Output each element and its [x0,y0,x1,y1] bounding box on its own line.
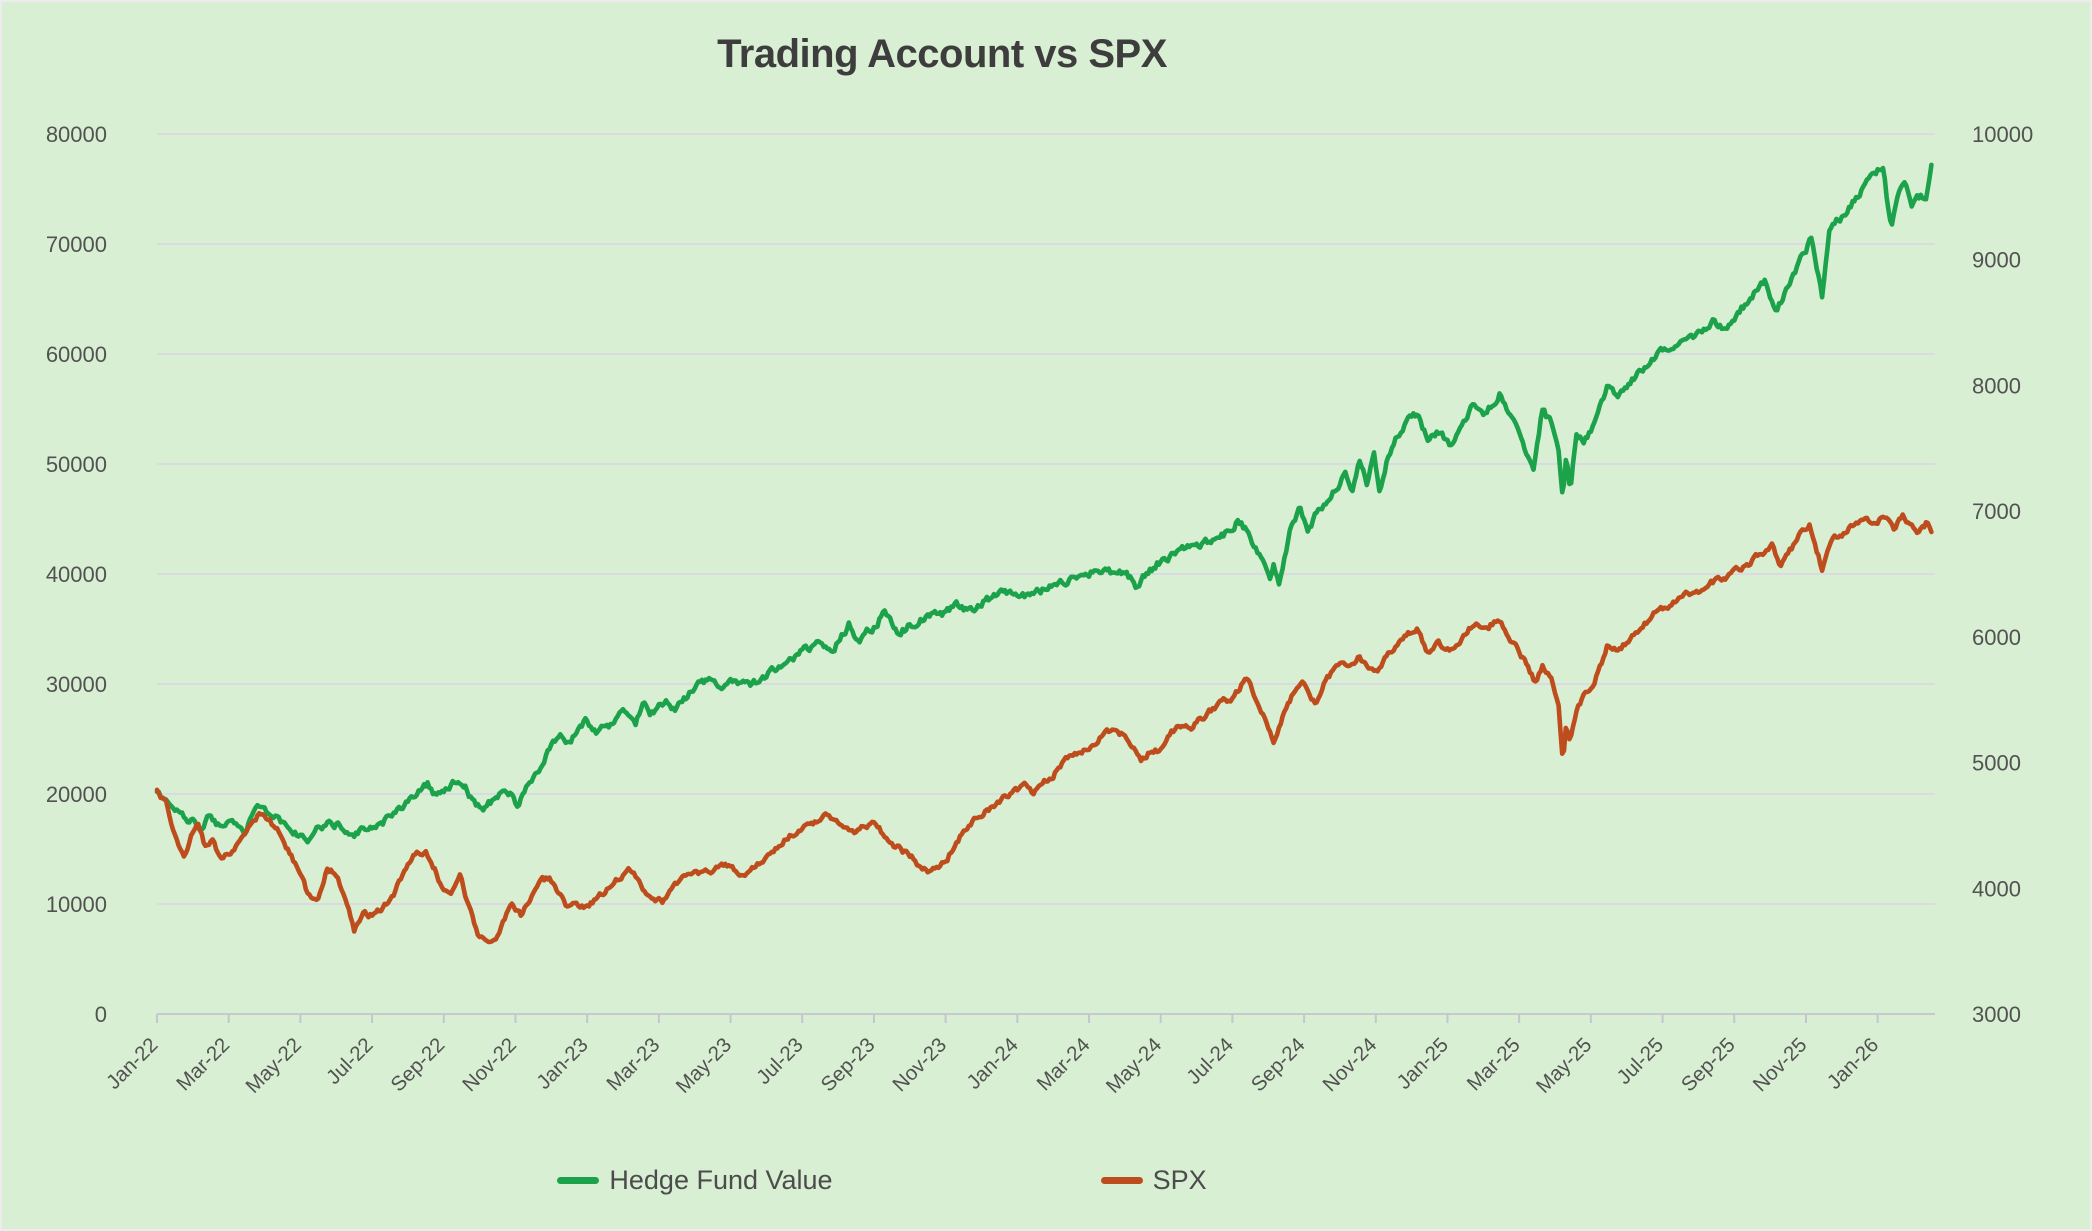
x-axis-label: Mar-25 [1463,1033,1525,1095]
x-axis-label: Sep-22 [386,1033,449,1096]
x-axis-label: Nov-23 [888,1033,951,1096]
y-axis-left-label: 80000 [46,122,107,147]
x-axis-label: Jan-24 [962,1033,1023,1094]
y-axis-right-label: 5000 [1972,751,2021,776]
legend: Hedge Fund Value SPX [2,1152,1762,1208]
legend-label-spx: SPX [1152,1164,1207,1195]
x-axis-label: May-24 [1102,1033,1167,1098]
y-axis-right-label: 3000 [1972,1002,2021,1027]
x-axis-label: Jul-24 [1182,1033,1238,1089]
x-axis-label: Jul-25 [1612,1033,1668,1089]
series-line-spx [154,512,1934,945]
y-axis-left-label: 70000 [46,232,107,257]
y-axis-right-label: 4000 [1972,876,2021,901]
x-axis-label: Sep-24 [1247,1033,1310,1096]
x-axis-label: Jan-22 [102,1033,163,1094]
x-axis-label: Mar-22 [172,1033,234,1095]
y-axis-left-label: 10000 [46,892,107,917]
chart-title: Trading Account vs SPX [717,32,1167,76]
y-axis-right-label: 10000 [1972,122,2033,147]
x-axis-label: Nov-24 [1318,1033,1381,1096]
legend-item-spx: SPX [1100,1164,1207,1196]
legend-label-hedge-fund: Hedge Fund Value [609,1164,833,1195]
series-line-hedge-fund-value [154,162,1934,845]
y-axis-left-label: 20000 [46,782,107,807]
x-axis-label: Jul-22 [322,1033,378,1089]
x-axis-label: Jan-26 [1823,1033,1884,1094]
x-axis-label: Nov-22 [458,1033,521,1096]
y-axis-left-label: 60000 [46,342,107,367]
x-axis-label: May-25 [1532,1033,1597,1098]
y-axis-left-label: 30000 [46,672,107,697]
x-axis-label: Jul-23 [752,1033,808,1089]
y-axis-left-label: 0 [95,1002,107,1027]
x-axis-label: Nov-25 [1748,1033,1811,1096]
y-axis-left-label: 50000 [46,452,107,477]
x-axis-label: May-22 [241,1033,306,1098]
y-axis-right-label: 7000 [1972,499,2021,524]
x-axis-label: Sep-25 [1677,1033,1740,1096]
y-axis-right-label: 6000 [1972,625,2021,650]
x-axis-label: Mar-24 [1032,1033,1094,1095]
legend-item-hedge-fund: Hedge Fund Value [557,1164,833,1196]
y-axis-right-label: 9000 [1972,248,2021,273]
x-axis-label: Jan-23 [532,1033,593,1094]
spx-line-swatch-icon [1100,1176,1143,1184]
x-axis-label: Jan-25 [1392,1033,1453,1094]
hedge-fund-line-swatch-icon [557,1176,600,1184]
x-axis-label: Sep-23 [816,1033,879,1096]
y-axis-right-label: 8000 [1972,373,2021,398]
y-axis-left-label: 40000 [46,562,107,587]
x-axis-label: Mar-23 [602,1033,664,1095]
x-axis-label: May-23 [671,1033,736,1098]
